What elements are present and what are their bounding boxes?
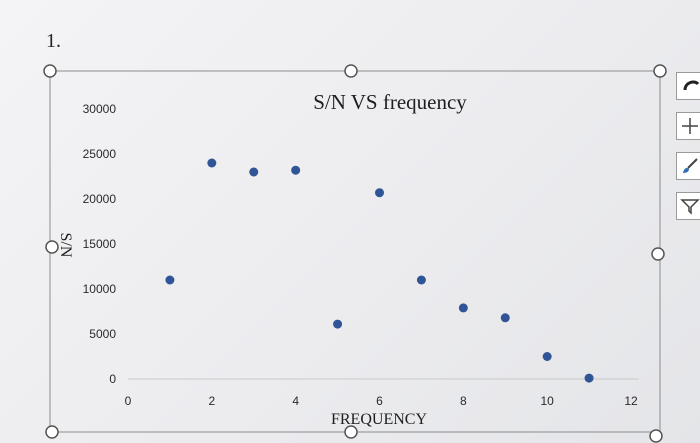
x-tick-label: 6 (376, 394, 383, 408)
plot-area: 0 2 4 6 8 10 12 0 5000 10000 15000 20000 25000 30000 (83, 102, 639, 408)
resize-handle-top-left (43, 64, 57, 78)
y-tick-label: 0 (109, 372, 116, 386)
data-point[interactable] (291, 165, 301, 175)
chart-title: S/N VS frequency (313, 90, 467, 114)
resize-handle-bottom-right (649, 429, 663, 443)
data-point[interactable] (333, 319, 343, 329)
data-point[interactable] (416, 275, 426, 285)
y-tick-label: 10000 (83, 282, 117, 296)
y-tick-label: 20000 (83, 192, 117, 206)
y-tick-label: 25000 (83, 147, 117, 161)
x-axis-title: FREQUENCY (331, 411, 427, 428)
data-point[interactable] (542, 352, 552, 361)
y-tick-label: 15000 (83, 237, 117, 251)
data-point[interactable] (207, 158, 217, 168)
chart-filters-icon (680, 199, 700, 215)
resize-handle-bottom-center (344, 425, 358, 439)
chart-styles-button[interactable] (676, 152, 700, 180)
chart-styles-icon (683, 158, 698, 173)
resize-handle-bottom-left (45, 425, 59, 439)
y-tick-label: 30000 (83, 102, 117, 116)
x-tick-label: 10 (540, 394, 554, 408)
resize-handle-middle-left (45, 240, 59, 254)
chart-elements-icon (682, 118, 698, 134)
data-point[interactable] (584, 373, 594, 383)
chart-filters-button[interactable] (676, 192, 700, 220)
data-point[interactable] (458, 303, 468, 313)
y-tick-label: 5000 (89, 327, 116, 341)
x-tick-label: 12 (624, 394, 638, 408)
chart-layout-icon (683, 80, 700, 91)
selection-handles[interactable] (43, 64, 667, 443)
scatter-chart[interactable]: 0 2 4 6 8 10 12050001000015000200002500030000 … (0, 0, 676, 443)
data-point[interactable] (500, 313, 510, 323)
data-point[interactable] (375, 188, 384, 198)
chart-layout-button[interactable] (676, 72, 700, 100)
question-number: 1. (46, 30, 61, 52)
data-point[interactable] (249, 167, 259, 177)
x-tick-label: 4 (292, 394, 299, 408)
chart-area-frame (49, 70, 661, 433)
chart-elements-button[interactable] (676, 112, 700, 140)
x-tick-label: 2 (208, 394, 215, 408)
x-tick-label: 8 (460, 394, 467, 408)
resize-handle-top-center (344, 64, 358, 78)
resize-handle-middle-right (651, 247, 665, 261)
y-axis-title: S/N (57, 233, 74, 258)
x-tick-label: 0 (125, 394, 132, 408)
resize-handle-top-right (653, 64, 667, 78)
chart-side-toolbar (676, 72, 700, 232)
data-point[interactable] (165, 275, 175, 285)
